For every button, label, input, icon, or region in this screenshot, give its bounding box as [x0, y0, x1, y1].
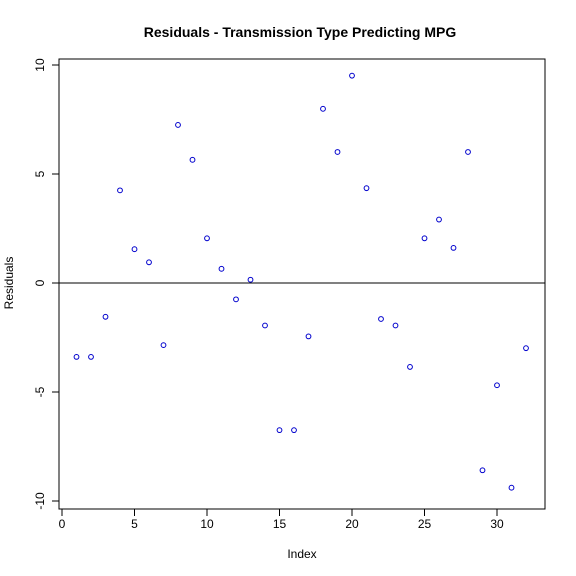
- data-point: [131, 246, 138, 253]
- y-tick-label: 0: [33, 279, 47, 286]
- chart-title: Residuals - Transmission Type Predicting…: [144, 24, 457, 40]
- data-point: [450, 245, 457, 251]
- data-point: [363, 185, 370, 192]
- data-point: [479, 467, 486, 474]
- data-point: [334, 149, 341, 155]
- data-point: [146, 259, 152, 266]
- x-tick-label: 25: [418, 517, 432, 531]
- data-point: [421, 235, 428, 242]
- x-axis: 0 5 10 15 20 25 30: [59, 508, 504, 531]
- data-point: [436, 216, 442, 223]
- data-point: [73, 354, 80, 360]
- data-point: [494, 382, 500, 389]
- data-point: [247, 276, 254, 283]
- y-axis: -10 -5 0 5 10: [33, 58, 60, 510]
- data-point: [102, 313, 109, 320]
- data-point: [117, 187, 123, 194]
- data-point: [508, 484, 515, 491]
- data-point: [175, 122, 181, 128]
- data-point: [392, 322, 399, 329]
- data-point: [523, 345, 529, 352]
- data-point: [291, 427, 297, 434]
- data-point: [204, 235, 210, 242]
- y-tick-label: -10: [33, 492, 47, 510]
- data-point: [160, 342, 167, 349]
- y-tick-label: -5: [33, 386, 47, 397]
- x-tick-label: 20: [345, 517, 359, 531]
- data-points: [73, 72, 529, 491]
- x-tick-label: 0: [59, 517, 66, 531]
- data-point: [305, 333, 312, 340]
- data-point: [407, 364, 413, 370]
- data-point: [378, 316, 384, 322]
- y-tick-label: 5: [33, 170, 47, 177]
- data-point: [262, 322, 268, 329]
- x-axis-label: Index: [287, 547, 316, 561]
- data-point: [349, 72, 355, 79]
- data-point: [233, 296, 239, 303]
- y-axis-label: Residuals: [2, 257, 16, 310]
- data-point: [276, 427, 283, 434]
- x-tick-label: 10: [200, 517, 214, 531]
- y-tick-label: 10: [33, 58, 47, 72]
- data-point: [88, 354, 94, 360]
- x-tick-label: 5: [131, 517, 138, 531]
- data-point: [465, 149, 471, 155]
- data-point: [218, 265, 225, 272]
- x-tick-label: 30: [490, 517, 504, 531]
- data-point: [189, 156, 196, 163]
- x-tick-label: 15: [273, 517, 287, 531]
- data-point: [320, 105, 326, 112]
